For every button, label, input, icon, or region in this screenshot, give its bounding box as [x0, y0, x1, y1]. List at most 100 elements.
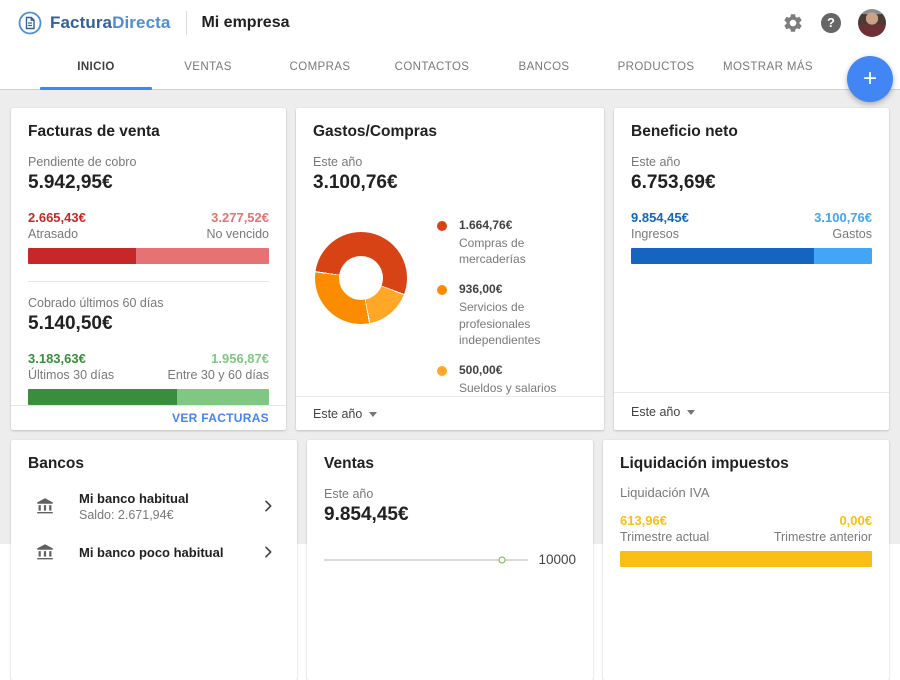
- pendiente-amount: 5.942,95€: [28, 172, 113, 193]
- ventas-gauge: 10000: [324, 552, 576, 567]
- trimestre-anterior-label: Trimestre anterior: [773, 530, 872, 544]
- bar-segment-ingresos: [631, 248, 815, 264]
- legend-item-compras: 1.664,76€ Compras de mercaderías: [437, 218, 587, 267]
- legend-dot: [437, 285, 447, 296]
- ventas-period-label: Este año: [324, 487, 374, 501]
- card-gastos-compras: Gastos/Compras Este año 3.100,76€ 1.664,…: [296, 108, 604, 430]
- ver-facturas-link[interactable]: VER FACTURAS: [172, 411, 269, 425]
- trimestre-actual-label: Trimestre actual: [620, 530, 710, 544]
- bank-name: Mi banco poco habitual: [79, 544, 224, 560]
- tab-mostrar-mas[interactable]: MOSTRAR MÁS: [722, 61, 813, 73]
- no-vencido-label: No vencido: [206, 227, 269, 241]
- tab-ventas[interactable]: VENTAS: [184, 61, 232, 73]
- legend-amount: 936,00€: [459, 282, 503, 297]
- no-vencido-value: 3.277,52€: [211, 210, 269, 225]
- tab-bancos[interactable]: BANCOS: [518, 61, 570, 73]
- gauge-max-label: 10000: [538, 552, 576, 567]
- ventas-amount: 9.854,45€: [324, 504, 409, 525]
- card-title: Beneficio neto: [631, 123, 738, 140]
- bank-item-habitual[interactable]: Mi banco habitual Saldo: 2.671,94€: [28, 483, 280, 529]
- main-nav: INICIO VENTAS COMPRAS CONTACTOS BANCOS P…: [0, 45, 900, 90]
- impuestos-stacked-bar: [620, 551, 872, 567]
- atrasado-value: 2.665,43€: [28, 210, 86, 225]
- legend-label: Sueldos y salarios: [459, 380, 557, 395]
- help-icon[interactable]: ?: [821, 12, 841, 33]
- trimestre-actual-value: 613,96€: [620, 513, 667, 528]
- gastos-donut-chart: [315, 232, 407, 324]
- gastos-label: Gastos: [832, 227, 872, 241]
- brand-logo[interactable]: FacturaDirecta: [18, 11, 170, 35]
- bank-saldo: Saldo: 2.671,94€: [79, 507, 174, 522]
- cobrado-amount: 5.140,50€: [28, 313, 113, 334]
- card-title: Gastos/Compras: [313, 123, 438, 140]
- settings-gear-icon[interactable]: [782, 12, 804, 34]
- card-facturas-de-venta: Facturas de venta Pendiente de cobro 5.9…: [11, 108, 286, 430]
- chevron-down-icon: [369, 412, 378, 418]
- liquidacion-iva-label: Liquidación IVA: [620, 485, 710, 500]
- bar-segment-gastos: [814, 248, 872, 264]
- bank-item-poco-habitual[interactable]: Mi banco poco habitual: [28, 529, 280, 575]
- legend-amount: 500,00€: [459, 362, 503, 377]
- pendiente-stacked-bar: [28, 248, 269, 264]
- cobrado-stacked-bar: [28, 389, 269, 405]
- app-header: FacturaDirecta Mi empresa ?: [0, 0, 900, 45]
- ingresos-label: Ingresos: [631, 227, 679, 241]
- bar-segment-no-vencido: [136, 248, 269, 264]
- bank-name: Mi banco habitual: [79, 490, 189, 506]
- gastos-value: 3.100,76€: [814, 210, 872, 225]
- tab-compras[interactable]: COMPRAS: [289, 61, 351, 73]
- gastos-amount: 3.100,76€: [313, 172, 398, 193]
- bank-icon: [37, 498, 53, 514]
- card-title: Ventas: [324, 455, 374, 472]
- gauge-track: [324, 556, 529, 563]
- card-ventas: Ventas Este año 9.854,45€ 10000: [307, 440, 593, 680]
- card-bancos: Bancos Mi banco habitual Saldo: 2.671,94…: [11, 440, 297, 680]
- tab-inicio[interactable]: INICIO: [40, 45, 152, 90]
- dropdown-value: Este año: [631, 404, 681, 419]
- gastos-period-dropdown[interactable]: Este año: [313, 406, 378, 421]
- beneficio-stacked-bar: [631, 248, 872, 264]
- dashboard: Facturas de venta Pendiente de cobro 5.9…: [0, 90, 900, 680]
- brand-name: FacturaDirecta: [50, 12, 171, 32]
- chevron-right-icon: [265, 546, 272, 558]
- legend-label: Compras de mercaderías: [459, 236, 526, 267]
- chevron-right-icon: [265, 500, 272, 512]
- gastos-legend: 1.664,76€ Compras de mercaderías 936,00€…: [437, 218, 587, 396]
- card-title: Bancos: [28, 455, 84, 472]
- ultimos-30-value: 3.183,63€: [28, 351, 86, 366]
- pendiente-label: Pendiente de cobro: [28, 155, 137, 169]
- beneficio-period-label: Este año: [631, 155, 681, 169]
- bar-segment-atrasado: [28, 248, 137, 264]
- tab-contactos[interactable]: CONTACTOS: [394, 61, 470, 73]
- legend-dot: [437, 221, 447, 231]
- header-divider: [186, 10, 188, 35]
- legend-dot: [437, 365, 447, 376]
- legend-amount: 1.664,76€: [459, 218, 513, 232]
- ultimos-30-label: Últimos 30 días: [28, 368, 115, 382]
- card-title: Facturas de venta: [28, 123, 160, 140]
- card-liquidacion-impuestos: Liquidación impuestos Liquidación IVA 61…: [603, 440, 889, 680]
- legend-item-sueldos: 500,00€ Sueldos y salarios: [437, 363, 587, 396]
- bank-icon: [37, 544, 53, 560]
- legend-label: Servicios de profesionales independiente…: [459, 300, 541, 347]
- entre-30-60-label: Entre 30 y 60 días: [167, 368, 269, 382]
- bar-segment-trimestre-actual: [620, 551, 872, 567]
- dropdown-value: Este año: [313, 406, 363, 421]
- user-avatar[interactable]: [858, 8, 886, 37]
- bar-segment-entre-30-60: [177, 389, 269, 405]
- entre-30-60-value: 1.956,87€: [211, 351, 269, 366]
- chevron-down-icon: [687, 410, 696, 415]
- tab-productos[interactable]: PRODUCTOS: [617, 61, 695, 73]
- atrasado-label: Atrasado: [28, 227, 79, 241]
- gastos-period-label: Este año: [313, 155, 363, 169]
- company-title: Mi empresa: [201, 13, 290, 31]
- card-title: Liquidación impuestos: [620, 455, 789, 472]
- add-new-fab-button[interactable]: +: [847, 56, 893, 102]
- cobrado-label: Cobrado últimos 60 días: [28, 296, 164, 310]
- bar-segment-ultimos-30: [28, 389, 178, 405]
- card-beneficio-neto: Beneficio neto Este año 6.753,69€ 9.854,…: [614, 108, 889, 430]
- gauge-marker[interactable]: [498, 556, 506, 563]
- legend-item-servicios: 936,00€ Servicios de profesionales indep…: [437, 282, 587, 348]
- beneficio-period-dropdown[interactable]: Este año: [631, 404, 696, 419]
- divider: [28, 281, 269, 282]
